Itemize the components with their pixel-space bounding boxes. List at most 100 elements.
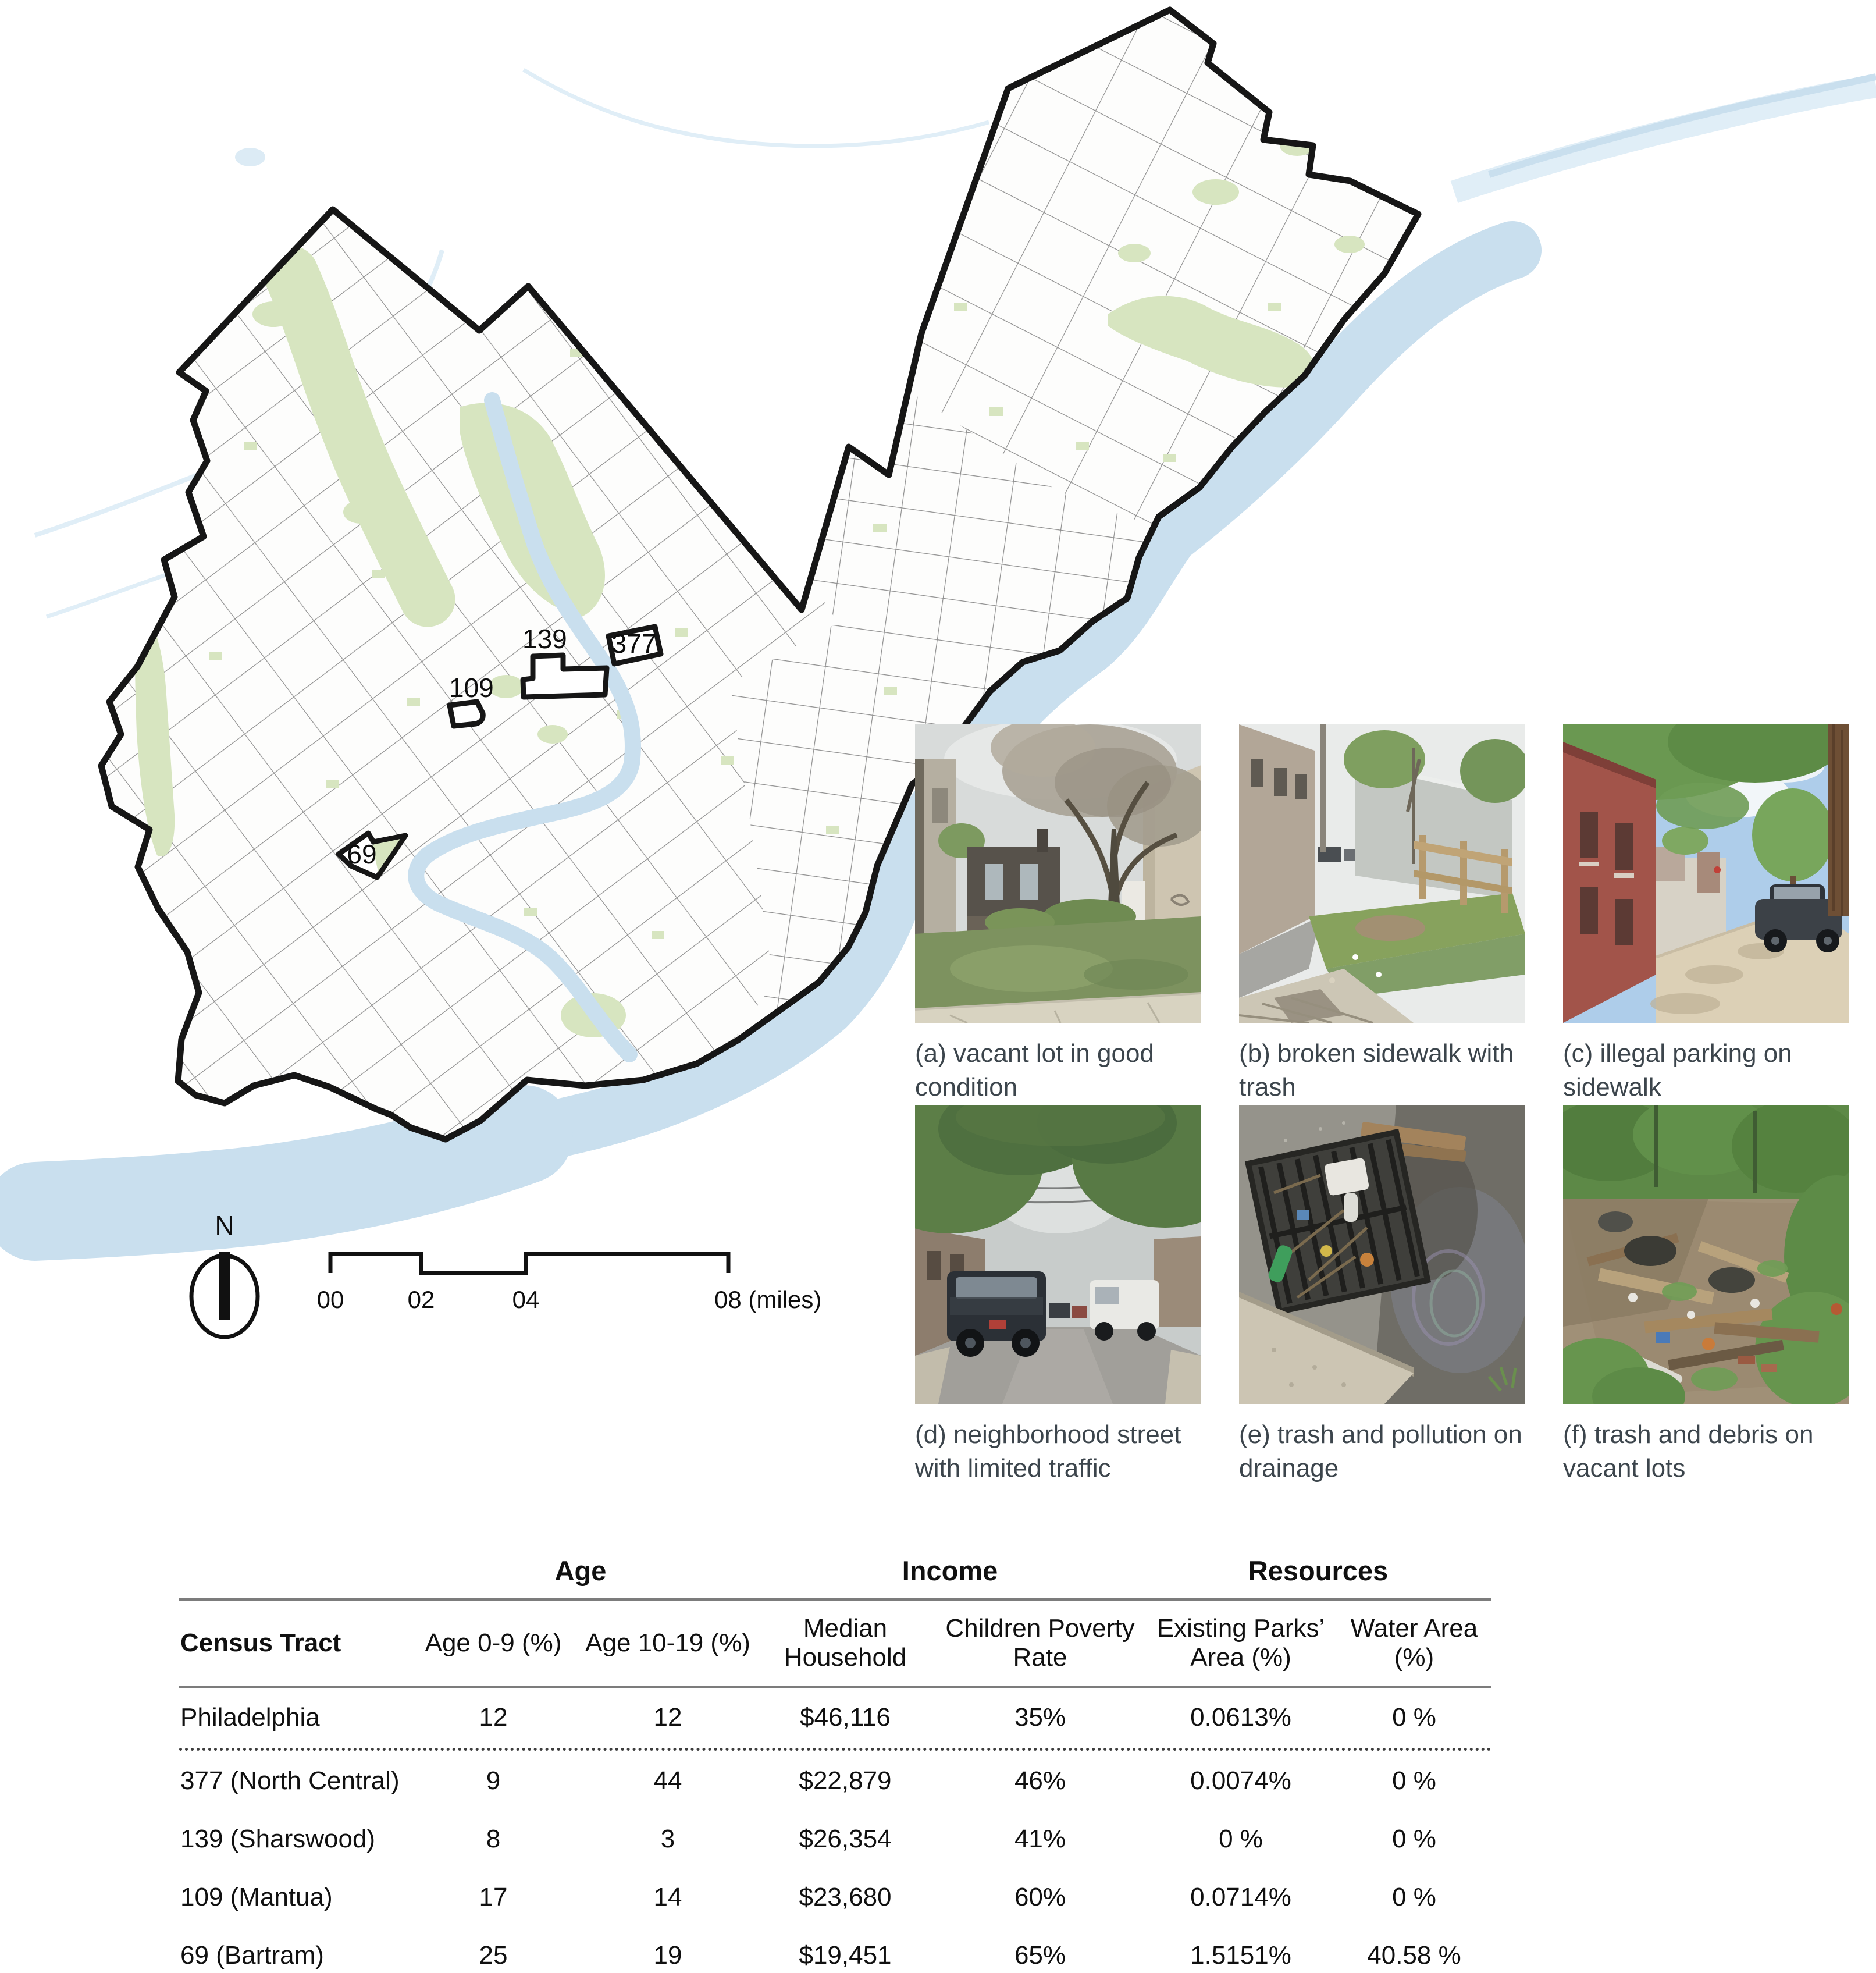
- cell-age1019: 14: [653, 1883, 682, 1911]
- highlighted-tracts: 139 377 109 69: [336, 624, 664, 880]
- group-header-income: Income: [902, 1555, 998, 1586]
- cell-parks: 0.0074%: [1190, 1766, 1291, 1795]
- cell-parks: 0 %: [1219, 1825, 1263, 1853]
- table-rule-dotted: [179, 1748, 1491, 1751]
- city-boundary: [98, 6, 1422, 1143]
- cell-poverty: 46%: [1014, 1766, 1066, 1795]
- tract-label-377: 377: [612, 628, 657, 659]
- philadelphia-census-map: 139 377 109 69 N 00 02 04 08 (miles): [0, 6, 1876, 1339]
- cell-age1019: 19: [653, 1941, 682, 1970]
- tract-label-139: 139: [522, 624, 567, 654]
- group-header-resources: Resources: [1248, 1555, 1389, 1586]
- col-header-census-tract: Census Tract: [180, 1629, 341, 1657]
- road: [1239, 916, 1320, 998]
- table-row-109: 109 (Mantua) 17 14 $23,680 60% 0.0714% 0…: [179, 1868, 1491, 1926]
- photo-f-caption: (f) trash and debris on vacant lots: [1563, 1420, 1814, 1483]
- tract-109-outline: [447, 699, 486, 729]
- photo-d-caption: (d) neighborhood street with limited tra…: [915, 1420, 1181, 1483]
- wood-fence: [1414, 841, 1512, 866]
- table-column-header-row: Census Tract Age 0-9 (%) Age 10-19 (%) M…: [179, 1601, 1491, 1686]
- tract-69-green: [372, 839, 400, 872]
- cell-age09: 9: [486, 1766, 501, 1795]
- trash-bags: [1624, 1236, 1676, 1266]
- cell-poverty: 60%: [1014, 1883, 1066, 1911]
- cell-age09: 12: [479, 1703, 508, 1732]
- scale-bar: 00 02 04 08 (miles): [317, 1252, 821, 1313]
- buildings: [1239, 724, 1315, 954]
- cell-parks: 1.5151%: [1190, 1941, 1291, 1970]
- photo-e-image: [1239, 1105, 1525, 1404]
- photo-a: (a) vacant lot in good condition: [915, 724, 1201, 1104]
- cell-income: $23,680: [799, 1883, 892, 1911]
- photo-b-image: [1239, 724, 1525, 1023]
- schuylkill-river: [408, 392, 641, 1062]
- scale-tick-0: 00: [317, 1286, 344, 1313]
- storm-grate: [1244, 1128, 1432, 1316]
- group-header-age: Age: [554, 1555, 607, 1586]
- col-header-age-10-19: Age 10-19 (%): [585, 1629, 750, 1657]
- photo-b: (b) broken sidewalk with trash: [1239, 724, 1525, 1104]
- cell-age1019: 3: [660, 1825, 675, 1853]
- col-header-age-0-9: Age 0-9 (%): [425, 1629, 562, 1657]
- concrete-curb: [1239, 1297, 1414, 1404]
- cell-income: $46,116: [800, 1703, 891, 1732]
- gray-wall: [1355, 765, 1512, 899]
- cell-water: 0 %: [1392, 1825, 1436, 1853]
- cell-age09: 25: [479, 1941, 508, 1970]
- sidewalk: [915, 993, 1201, 1023]
- row-name: 109 (Mantua): [180, 1883, 333, 1911]
- cell-poverty: 41%: [1014, 1825, 1066, 1853]
- photo-a-caption: (a) vacant lot in good condition: [915, 1039, 1154, 1102]
- cell-age09: 8: [486, 1825, 501, 1853]
- photo-f: (f) trash and debris on vacant lots: [1563, 1105, 1849, 1485]
- cell-poverty: 35%: [1014, 1703, 1066, 1732]
- cell-income: $22,879: [799, 1766, 892, 1795]
- trash-white: [1325, 1158, 1369, 1196]
- col-header-median-household: Median Household: [784, 1614, 907, 1672]
- table-rule-top: [179, 1598, 1491, 1601]
- tract-label-109: 109: [449, 673, 494, 703]
- cell-income: $26,354: [799, 1825, 892, 1853]
- photo-b-caption: (b) broken sidewalk with trash: [1239, 1039, 1514, 1102]
- cell-poverty: 65%: [1014, 1941, 1066, 1970]
- photo-f-image: [1563, 1105, 1849, 1404]
- red-building: [1563, 742, 1656, 1023]
- row-name: 377 (North Central): [180, 1766, 400, 1795]
- table-row-377: 377 (North Central) 9 44 $22,879 46% 0.0…: [179, 1752, 1491, 1810]
- cell-water: 0 %: [1392, 1883, 1436, 1911]
- table-row-69: 69 (Bartram) 25 19 $19,451 65% 1.5151% 4…: [179, 1926, 1491, 1973]
- photo-e-caption: (e) trash and pollution on drainage: [1239, 1420, 1522, 1483]
- cell-water: 40.58 %: [1367, 1941, 1461, 1970]
- row-name: 139 (Sharswood): [180, 1825, 376, 1853]
- cell-parks: 0.0714%: [1190, 1883, 1291, 1911]
- cell-income: $19,451: [799, 1941, 892, 1970]
- cell-age09: 17: [479, 1883, 508, 1911]
- photo-a-image: [915, 724, 1201, 1023]
- cell-water: 0 %: [1392, 1766, 1436, 1795]
- row-name: 69 (Bartram): [180, 1941, 324, 1970]
- table-row-philadelphia: Philadelphia 12 12 $46,116 35% 0.0613% 0…: [179, 1688, 1491, 1747]
- north-label: N: [215, 1210, 234, 1240]
- trash-bottle: [1268, 1245, 1293, 1282]
- cell-age1019: 44: [653, 1766, 682, 1795]
- cell-parks: 0.0613%: [1190, 1703, 1291, 1732]
- table-group-header-row: Age Income Resources: [179, 1543, 1491, 1598]
- photo-c: (c) illegal parking on sidewalk: [1563, 724, 1849, 1104]
- tree-trunk: [1828, 724, 1849, 916]
- photo-c-caption: (c) illegal parking on sidewalk: [1563, 1039, 1792, 1102]
- demographics-table: Age Income Resources Census Tract Age 0-…: [179, 1543, 1491, 1973]
- photo-d-image: [915, 1105, 1201, 1404]
- table-rule-header: [179, 1686, 1491, 1688]
- scale-tick-2: 02: [408, 1286, 435, 1313]
- cell-age1019: 12: [653, 1703, 682, 1732]
- col-header-children-poverty: Children Poverty Rate: [945, 1614, 1135, 1672]
- wood-plank: [1361, 1122, 1466, 1151]
- scale-tick-4: 04: [512, 1286, 540, 1313]
- scale-tick-8: 08 (miles): [714, 1286, 821, 1313]
- tract-label-69: 69: [347, 839, 376, 869]
- cell-water: 0 %: [1392, 1703, 1436, 1732]
- photo-c-image: [1563, 724, 1849, 1023]
- col-header-water-area: Water Area (%): [1350, 1614, 1478, 1672]
- delaware-river: [0, 221, 1542, 1261]
